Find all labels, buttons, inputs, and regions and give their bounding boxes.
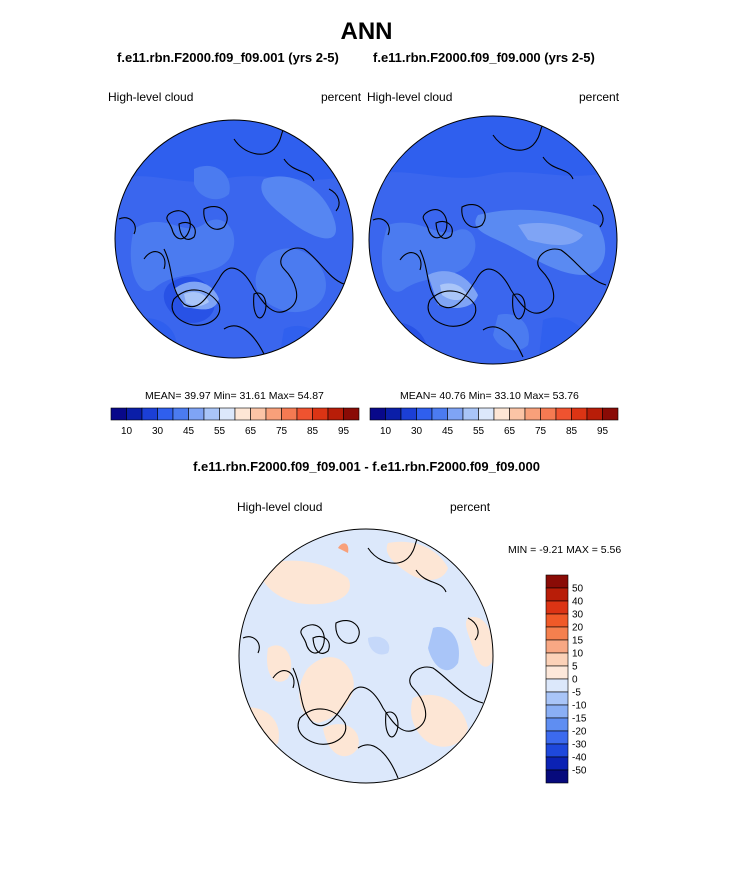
panel1-units-label: percent [321, 90, 362, 104]
diff-units-label: percent [450, 500, 491, 514]
panel1-colorbar-swatch [327, 407, 344, 421]
diff-colorbar-tick-label: 15 [572, 636, 584, 647]
panel1-colorbar-swatch [234, 407, 251, 421]
panel1-colorbar-swatch [281, 407, 298, 421]
diff-colorbar-tick-label: -40 [572, 753, 587, 764]
diff-colorbar-tick-label: -10 [572, 701, 587, 712]
diff-colorbar-tick-label: -5 [572, 688, 581, 699]
panel1-polar-map [114, 119, 354, 359]
panel2-case-title: f.e11.rbn.F2000.f09_f09.000 (yrs 2-5) [373, 50, 595, 65]
panel1-colorbar-swatch [172, 407, 189, 421]
diff-colorbar-swatch [545, 756, 569, 771]
panel2-colorbar-swatch [524, 407, 541, 421]
panel2-colorbar: 10 30 45 55 65 75 85 95 [369, 407, 619, 437]
panel1-stats: MEAN= 39.97 Min= 31.61 Max= 54.87 [145, 390, 324, 402]
diff-colorbar-tick-label: 20 [572, 623, 584, 634]
panel1-colorbar-swatch [219, 407, 236, 421]
diff-colorbar-swatch [545, 704, 569, 719]
panel1-colorbar-swatch [250, 407, 267, 421]
diff-colorbar-tick-label: 5 [572, 662, 578, 673]
diff-colorbar-swatch [545, 743, 569, 758]
panel2-variable-label: High-level cloud [367, 90, 453, 104]
panel2-colorbar-swatch [369, 407, 386, 421]
panel1-colorbar-tick-label: 95 [338, 426, 350, 437]
panel2-colorbar-swatch [509, 407, 526, 421]
panel1-colorbar: 10 30 45 55 65 75 85 95 [110, 407, 360, 437]
panel2-units-label: percent [579, 90, 620, 104]
panel1-variable-label: High-level cloud [108, 90, 194, 104]
panel2-colorbar-tick-label: 10 [380, 426, 392, 437]
panel1-colorbar-tick-label: 55 [214, 426, 226, 437]
diff-colorbar-tick-label: -20 [572, 727, 587, 738]
panel2-colorbar-swatch [462, 407, 479, 421]
panel1-colorbar-swatch [343, 407, 360, 421]
panel1-colorbar-swatch [312, 407, 329, 421]
diff-colorbar-tick-label: -15 [572, 714, 587, 725]
diff-colorbar-tick-label: -50 [572, 766, 587, 777]
diff-variable-label: High-level cloud [237, 500, 323, 514]
panel2-colorbar-swatch [400, 407, 417, 421]
diff-colorbar-swatch [545, 665, 569, 680]
panel2-polar-map [368, 115, 618, 365]
panel1-colorbar-swatch [141, 407, 158, 421]
diff-colorbar-swatch [545, 730, 569, 745]
diff-colorbar-tick-label: 40 [572, 597, 584, 608]
panel1-colorbar-swatch [265, 407, 282, 421]
panel1-colorbar-tick-label: 75 [276, 426, 288, 437]
panel1-colorbar-swatch [126, 407, 143, 421]
panel2-colorbar-tick-label: 30 [411, 426, 423, 437]
diff-colorbar-swatch [545, 717, 569, 732]
panel1-colorbar-tick-label: 85 [307, 426, 319, 437]
panel1-colorbar-swatch [110, 407, 127, 421]
diff-colorbar-swatch [545, 574, 569, 589]
diff-colorbar-swatch [545, 678, 569, 693]
panel2-colorbar-swatch [602, 407, 619, 421]
panel2-colorbar-tick-label: 55 [473, 426, 485, 437]
panel1-colorbar-tick-label: 65 [245, 426, 257, 437]
panel2-colorbar-swatch [586, 407, 603, 421]
diff-colorbar-tick-label: 50 [572, 584, 584, 595]
diff-colorbar-tick-label: 0 [572, 675, 578, 686]
panel1-colorbar-tick-label: 10 [121, 426, 133, 437]
panel2-colorbar-tick-label: 65 [504, 426, 516, 437]
panel2-colorbar-swatch [416, 407, 433, 421]
diff-colorbar-swatch [545, 600, 569, 615]
panel1-colorbar-tick-label: 30 [152, 426, 164, 437]
panel2-colorbar-swatch [478, 407, 495, 421]
diff-colorbar-tick-label: 30 [572, 610, 584, 621]
panel2-colorbar-swatch [493, 407, 510, 421]
panel2-colorbar-swatch [555, 407, 572, 421]
panel2-colorbar-swatch [447, 407, 464, 421]
diff-colorbar-tick-label: 10 [572, 649, 584, 660]
panel2-colorbar-tick-label: 75 [535, 426, 547, 437]
figure-title: ANN [340, 18, 393, 45]
diff-colorbar-swatch [545, 587, 569, 602]
diff-colorbar-swatch [545, 613, 569, 628]
diff-colorbar-swatch [545, 626, 569, 641]
panel2-colorbar-swatch [571, 407, 588, 421]
panel1-colorbar-swatch [296, 407, 313, 421]
panel2-colorbar-tick-label: 95 [597, 426, 609, 437]
diff-colorbar-swatch [545, 691, 569, 706]
diff-colorbar-swatch [545, 639, 569, 654]
panel1-colorbar-swatch [157, 407, 174, 421]
panel1-colorbar-swatch [203, 407, 220, 421]
panel2-colorbar-tick-label: 85 [566, 426, 578, 437]
diff-minmax: MIN = -9.21 MAX = 5.56 [508, 544, 622, 556]
diff-colorbar-swatch [545, 769, 569, 784]
panel1-colorbar-tick-label: 45 [183, 426, 195, 437]
panel2-stats: MEAN= 40.76 Min= 33.10 Max= 53.76 [400, 390, 579, 402]
panel2-colorbar-tick-label: 45 [442, 426, 454, 437]
diff-title: f.e11.rbn.F2000.f09_f09.001 - f.e11.rbn.… [193, 459, 540, 474]
diff-colorbar-tick-label: -30 [572, 740, 587, 751]
panel2-colorbar-swatch [385, 407, 402, 421]
panel2-colorbar-swatch [431, 407, 448, 421]
diff-polar-map [238, 528, 494, 784]
panel2-colorbar-swatch [540, 407, 557, 421]
diff-colorbar-swatch [545, 652, 569, 667]
panel1-colorbar-swatch [188, 407, 205, 421]
panel1-case-title: f.e11.rbn.F2000.f09_f09.001 (yrs 2-5) [117, 50, 339, 65]
